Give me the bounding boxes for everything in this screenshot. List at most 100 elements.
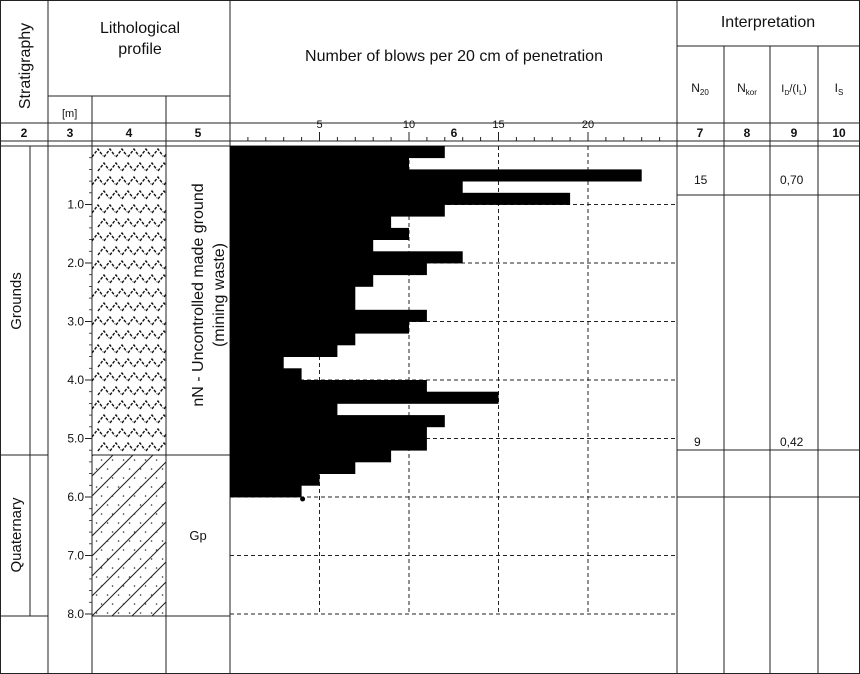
- blows-chart-title: Number of blows per 20 cm of penetration: [305, 48, 603, 65]
- hatch-mark: [115, 175, 128, 186]
- hatch-mark: [157, 189, 166, 200]
- hatch-dot: [100, 603, 103, 605]
- hatch-mark: [157, 161, 166, 172]
- lithological-profile-header-1: Lithological: [100, 20, 180, 37]
- hatch-mark: [121, 217, 134, 228]
- hatch-mark: [170, 359, 181, 367]
- hatch-mark: [139, 175, 152, 186]
- hatch-mark: [145, 161, 158, 172]
- hatch-mark: [109, 189, 122, 200]
- depth-unit-label: [m]: [62, 108, 77, 120]
- hatch-mark: [116, 457, 127, 465]
- blows-bar: [230, 216, 392, 229]
- hatch-mark: [157, 441, 166, 452]
- blows-bar: [230, 356, 284, 369]
- hatch-mark: [170, 163, 181, 171]
- hatch-mark: [115, 147, 128, 158]
- interpretation-header: Interpretation: [721, 14, 815, 31]
- hatch-mark: [97, 189, 110, 200]
- hatch-mark: [121, 413, 134, 424]
- blows-bar: [230, 286, 356, 299]
- blows-bar: [230, 403, 338, 416]
- hatch-dot: [117, 576, 120, 578]
- hatch-dot: [122, 549, 125, 551]
- blows-bar: [230, 157, 409, 170]
- hatch-mark: [115, 343, 128, 354]
- blows-bar: [230, 344, 338, 357]
- hatch-dot: [111, 495, 114, 497]
- hatch-dot: [95, 540, 98, 542]
- hatch-dot: [100, 495, 103, 497]
- col-n20-header: N20: [691, 81, 709, 97]
- blows-tick-label: 10: [403, 119, 415, 131]
- hatch-dot: [155, 567, 158, 569]
- layer-label-gp: Gp: [189, 528, 206, 543]
- hatch-dot: [144, 603, 147, 605]
- hatch-dot: [100, 549, 103, 551]
- hatch-mark: [92, 175, 104, 186]
- blows-profile: [230, 146, 642, 502]
- hatch-dot: [144, 477, 147, 479]
- hatch-mark: [145, 385, 158, 396]
- hatch-mark: [145, 441, 158, 452]
- hatch-mark: [133, 329, 146, 340]
- hatch-mark: [157, 329, 166, 340]
- hatch-mark: [97, 441, 110, 452]
- hatch-mark: [151, 315, 164, 326]
- hatch-dot: [144, 495, 147, 497]
- hatch-dot: [117, 558, 120, 560]
- hatch-dot: [111, 513, 114, 515]
- hatch-dot: [133, 495, 136, 497]
- hatch-line: [92, 521, 166, 597]
- hatch-dot: [117, 522, 120, 524]
- hatch-line: [92, 461, 166, 537]
- hatch-mark: [170, 219, 181, 227]
- hatch-dot: [155, 531, 158, 533]
- hatch-mark: [133, 357, 146, 368]
- hatch-dot: [122, 585, 125, 587]
- hatch-mark: [145, 413, 158, 424]
- hatch-mark: [103, 371, 116, 382]
- hatch-mark: [121, 245, 134, 256]
- hatch-mark: [92, 147, 104, 158]
- hatch-mark: [103, 399, 116, 410]
- hatch-mark: [109, 301, 122, 312]
- hatch-dot: [100, 585, 103, 587]
- hatch-dot: [95, 576, 98, 578]
- hatch-mark: [133, 273, 146, 284]
- hatch-mark: [115, 231, 128, 242]
- column-number: 3: [67, 126, 74, 140]
- hatch-mark: [103, 231, 116, 242]
- blows-bar: [230, 380, 427, 393]
- hatch-mark: [97, 245, 110, 256]
- hatch-mark: [170, 247, 181, 255]
- hatch-mark: [92, 343, 104, 354]
- blows-bar: [230, 368, 302, 381]
- blows-bar: [230, 263, 427, 276]
- hatch-mark: [121, 161, 134, 172]
- hatch-dot: [100, 531, 103, 533]
- hatch-mark: [157, 273, 166, 284]
- hatch-dot: [155, 585, 158, 587]
- hatch-dot: [122, 603, 125, 605]
- hatch-dot: [95, 486, 98, 488]
- hatch-mark: [139, 259, 152, 270]
- hatch-mark: [133, 385, 146, 396]
- hatch-dot: [122, 567, 125, 569]
- hatch-mark: [103, 315, 116, 326]
- hatch-mark: [109, 441, 122, 452]
- hatch-mark: [145, 301, 158, 312]
- hatch-mark: [145, 217, 158, 228]
- hatch-dot: [128, 612, 131, 614]
- blows-tick-label: 15: [492, 119, 504, 131]
- column-number: 5: [195, 126, 202, 140]
- hatch-mark: [145, 273, 158, 284]
- hatch-mark: [133, 441, 146, 452]
- blows-bar: [230, 239, 374, 252]
- hatch-mark: [133, 413, 146, 424]
- hatch-mark: [139, 231, 152, 242]
- depth-tick-label: 8.0: [67, 607, 84, 621]
- hatch-mark: [139, 399, 152, 410]
- stratigraphy-header: Stratigraphy: [17, 23, 34, 109]
